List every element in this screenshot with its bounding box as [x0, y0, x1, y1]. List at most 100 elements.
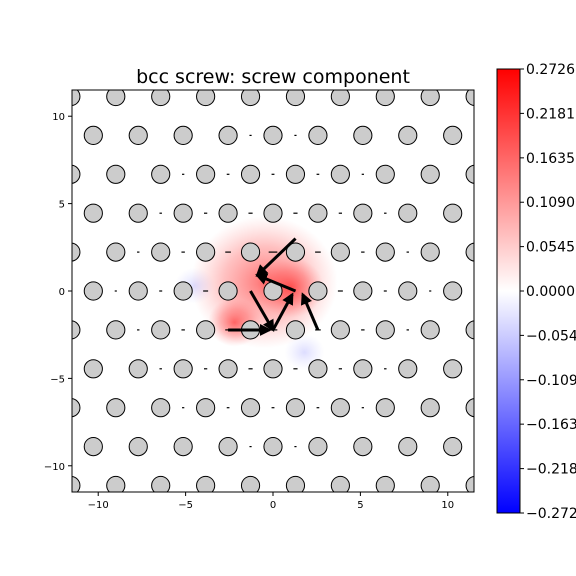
atom-marker-77 — [106, 164, 126, 184]
atom-marker-38 — [72, 320, 81, 340]
atom-marker-66 — [465, 242, 474, 262]
y-tick-label-1: −5 — [50, 374, 65, 385]
atom-marker-34 — [308, 359, 328, 379]
atom-marker-93 — [398, 125, 418, 145]
atom-marker-87 — [128, 125, 148, 145]
atom-marker-15 — [308, 437, 328, 457]
core-arrow-3 — [271, 292, 294, 331]
atom-marker-16 — [353, 437, 373, 457]
atom-marker-17 — [398, 437, 418, 457]
atom-marker-49 — [128, 281, 148, 301]
atom-marker-102 — [375, 90, 395, 107]
colorbar-tick-label-10: −0.2726 — [526, 506, 576, 522]
atom-marker-68 — [128, 203, 148, 223]
atom-marker-81 — [285, 164, 306, 184]
x-axis: −10 −5 0 5 10 — [88, 492, 454, 511]
x-tick-label-4: 10 — [441, 500, 454, 511]
core-arrow-1 — [255, 273, 297, 293]
colorbar-tick-label-5: 0.0000 — [526, 284, 575, 300]
atom-marker-63 — [330, 242, 350, 262]
atom-marker-70 — [218, 203, 238, 223]
atom-marker-12 — [173, 437, 193, 457]
atom-marker-57 — [72, 242, 81, 262]
atom-marker-103 — [420, 90, 440, 107]
atom-marker-101 — [330, 90, 350, 107]
atom-marker-47 — [465, 320, 474, 340]
atom-marker-29 — [83, 359, 103, 379]
atom-marker-6 — [330, 475, 350, 492]
atom-marker-37 — [443, 359, 463, 379]
colorbar-tick-label-6: −0.0545 — [526, 328, 576, 344]
x-tick-label-3: 5 — [357, 500, 363, 511]
atom-marker-43 — [285, 320, 306, 340]
atom-marker-5 — [285, 475, 306, 492]
atom-marker-46 — [420, 320, 440, 340]
atom-marker-35 — [353, 359, 373, 379]
atom-marker-22 — [196, 398, 216, 418]
atom-marker-75 — [443, 203, 463, 223]
atom-marker-84 — [420, 164, 440, 184]
atom-marker-71 — [263, 203, 283, 223]
atom-marker-30 — [128, 359, 148, 379]
atom-marker-58 — [106, 242, 126, 262]
atom-layer — [72, 90, 474, 492]
atom-marker-95 — [72, 90, 81, 107]
atom-marker-40 — [151, 320, 171, 340]
atom-marker-54 — [353, 281, 373, 301]
colorbar-tick-label-4: 0.0545 — [526, 240, 575, 256]
colorbar-tick-label-7: −0.1090 — [526, 373, 576, 389]
colorbar — [496, 68, 521, 514]
atom-marker-45 — [375, 320, 395, 340]
atom-marker-44 — [330, 320, 350, 340]
atom-marker-3 — [196, 475, 216, 492]
atom-marker-92 — [353, 125, 373, 145]
y-tick-label-0: −10 — [44, 462, 65, 473]
atom-marker-96 — [106, 90, 126, 107]
atom-marker-33 — [263, 359, 283, 379]
atom-marker-32 — [218, 359, 238, 379]
atom-marker-90 — [263, 125, 283, 145]
atom-marker-18 — [443, 437, 463, 457]
atom-marker-48 — [83, 281, 103, 301]
atom-marker-8 — [420, 475, 440, 492]
x-tick-label-1: −5 — [178, 500, 193, 511]
atom-marker-31 — [173, 359, 193, 379]
atom-marker-55 — [398, 281, 418, 301]
atom-marker-20 — [106, 398, 126, 418]
atom-marker-100 — [285, 90, 306, 107]
arrow-layer — [114, 134, 432, 448]
atom-marker-79 — [196, 164, 216, 184]
atom-marker-0 — [72, 475, 81, 492]
atom-marker-83 — [375, 164, 395, 184]
colorbar-tick-label-0: 0.2726 — [526, 62, 575, 78]
atom-marker-89 — [218, 125, 238, 145]
y-tick-label-4: 10 — [52, 112, 65, 123]
atom-marker-98 — [196, 90, 216, 107]
atom-marker-74 — [398, 203, 418, 223]
core-arrow-4 — [300, 292, 320, 331]
atom-marker-39 — [106, 320, 126, 340]
atom-marker-13 — [218, 437, 238, 457]
atom-marker-25 — [330, 398, 350, 418]
core-arrow-5 — [249, 290, 275, 333]
colorbar-tick-label-8: −0.1635 — [526, 417, 576, 433]
atom-marker-4 — [240, 475, 261, 492]
atom-marker-51 — [218, 281, 238, 301]
atom-marker-99 — [240, 90, 261, 107]
y-tick-label-2: 0 — [59, 287, 65, 298]
atom-marker-61 — [240, 242, 261, 262]
atom-marker-97 — [151, 90, 171, 107]
atom-marker-94 — [443, 125, 463, 145]
colorbar-ticks: 0.2726 0.2181 0.1635 0.1090 0.0545 0.0000 −0.0… — [520, 62, 576, 522]
atom-marker-82 — [330, 164, 350, 184]
atom-marker-24 — [285, 398, 306, 418]
atom-marker-10 — [83, 437, 103, 457]
atom-marker-88 — [173, 125, 193, 145]
colorbar-tick-label-3: 0.1090 — [526, 195, 575, 211]
atom-marker-7 — [375, 475, 395, 492]
atom-marker-91 — [308, 125, 328, 145]
chart-title: bcc screw: screw component — [136, 66, 410, 88]
y-tick-label-3: 5 — [59, 200, 65, 211]
x-tick-label-0: −10 — [88, 500, 109, 511]
